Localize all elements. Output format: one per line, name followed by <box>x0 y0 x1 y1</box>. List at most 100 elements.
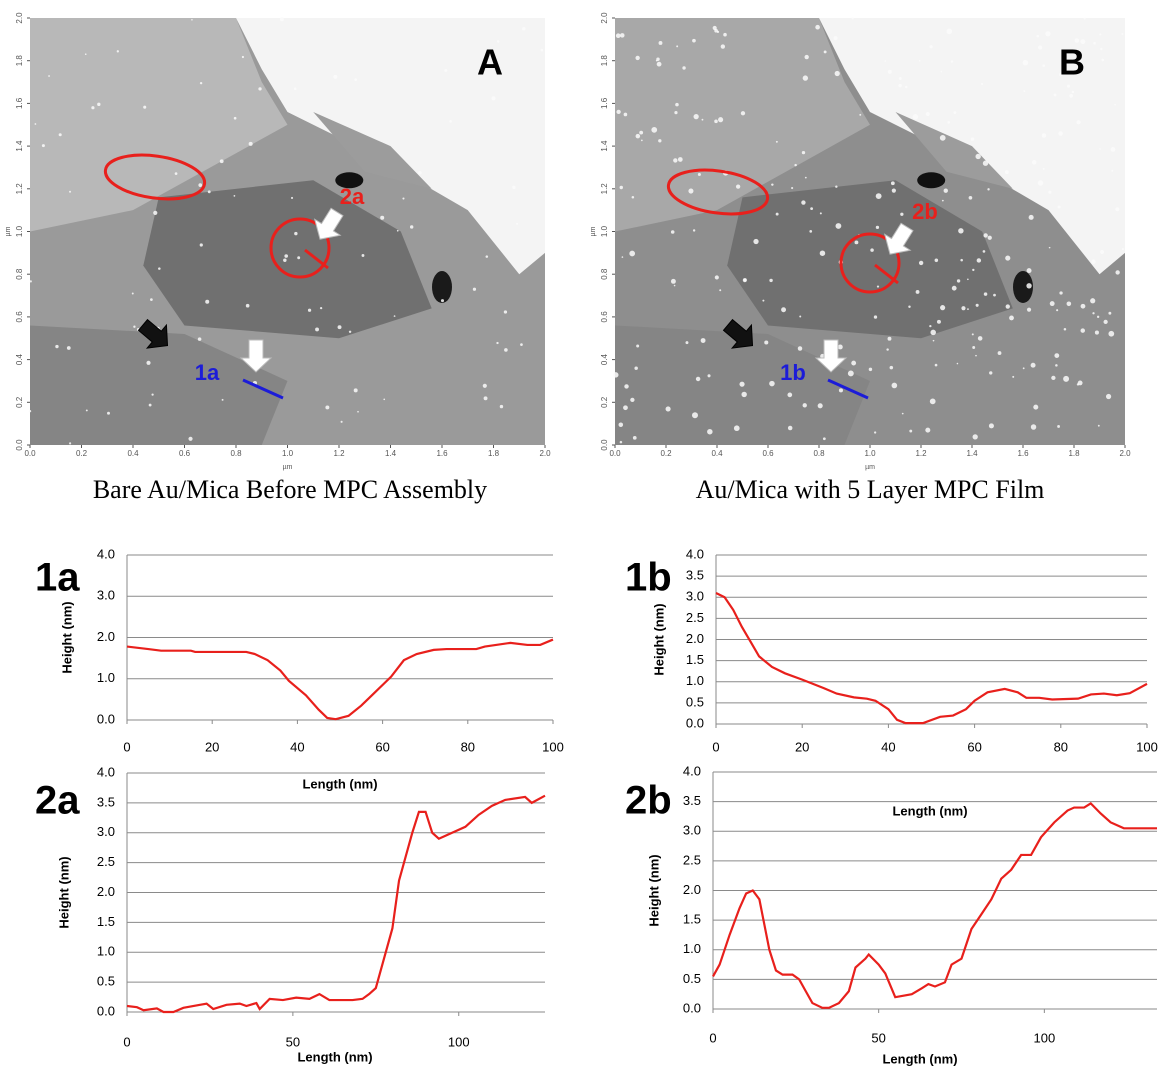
particle <box>1059 291 1063 295</box>
chart-label: 2b <box>625 779 672 823</box>
y-tick-label: 1.4 <box>15 140 24 152</box>
particle <box>348 330 352 334</box>
particle <box>716 30 720 33</box>
particle <box>987 235 992 240</box>
particle <box>929 325 932 328</box>
particle <box>993 293 996 297</box>
particle <box>504 348 508 352</box>
particle <box>1090 298 1096 304</box>
particle <box>873 315 878 319</box>
x-tick-label: 80 <box>1054 739 1068 754</box>
y-axis-label: Height (nm) <box>59 601 74 673</box>
particle <box>775 140 778 143</box>
x-tick-label: 0 <box>123 1034 130 1049</box>
particle <box>1094 330 1099 335</box>
particle <box>393 315 396 317</box>
x-tick-label: 1.0 <box>864 449 876 458</box>
particle <box>837 344 843 350</box>
particle <box>720 44 726 49</box>
particle <box>635 133 641 139</box>
y-tick-label: 1.8 <box>600 55 609 67</box>
particle <box>799 315 802 318</box>
particle <box>1066 84 1071 88</box>
particle <box>1049 301 1055 307</box>
particle <box>1108 311 1112 315</box>
particle <box>496 341 499 345</box>
particle <box>1063 327 1067 331</box>
particle <box>1022 59 1029 66</box>
y-tick-label: 2.0 <box>15 12 24 24</box>
profile-line <box>126 794 546 1014</box>
particle <box>357 410 359 413</box>
particle <box>1055 364 1058 367</box>
particle <box>968 195 973 200</box>
particle <box>629 250 636 257</box>
y-tick-label: 2.0 <box>600 12 609 24</box>
particle <box>333 74 338 79</box>
particle <box>198 183 203 187</box>
y-tick-label: 0.4 <box>600 353 609 365</box>
profile-line <box>126 638 554 721</box>
particle <box>1091 259 1096 264</box>
y-tick-label: 2.0 <box>686 631 704 646</box>
particle <box>361 254 365 257</box>
y-axis-label: µm <box>5 226 12 236</box>
particle <box>380 215 385 220</box>
x-tick-label: 0.6 <box>762 449 774 458</box>
particle <box>1030 424 1037 430</box>
particle <box>1004 170 1009 175</box>
particle <box>802 75 809 81</box>
particle <box>1080 303 1086 309</box>
y-axis-label: Height (nm) <box>56 856 71 928</box>
particle <box>107 411 110 415</box>
particle <box>1053 93 1057 97</box>
particle <box>1005 304 1010 309</box>
particle <box>290 196 294 200</box>
particle <box>712 25 717 31</box>
particle <box>199 81 203 85</box>
x-tick-label: 0 <box>123 739 130 754</box>
particle <box>444 68 448 72</box>
particle <box>396 229 399 232</box>
x-axis-label: µm <box>865 464 875 471</box>
y-tick-label: 3.0 <box>97 588 115 603</box>
particle <box>743 278 747 282</box>
particle <box>815 24 820 30</box>
x-tick-label: 100 <box>448 1034 470 1049</box>
particle <box>695 376 701 382</box>
particle <box>987 188 990 191</box>
y-tick-label: 4.0 <box>97 764 115 779</box>
particle <box>148 403 152 407</box>
x-tick-label: 100 <box>1033 1030 1055 1045</box>
particle <box>133 325 136 328</box>
particle <box>932 339 935 342</box>
particle <box>781 307 787 313</box>
annotation: 2a <box>340 184 365 209</box>
particle <box>787 392 793 398</box>
particle <box>677 157 683 162</box>
particle <box>900 212 904 216</box>
particle <box>499 404 504 409</box>
particle <box>66 346 71 350</box>
highlight-circle <box>269 217 331 279</box>
particle <box>58 133 62 137</box>
particle <box>116 50 119 53</box>
particle <box>1115 207 1120 212</box>
y-tick-label: 0.8 <box>15 268 24 280</box>
particle <box>692 229 696 232</box>
particle <box>354 78 358 81</box>
x-tick-label: 1.4 <box>385 449 397 458</box>
particle <box>834 70 840 77</box>
terrace <box>30 325 288 445</box>
particle <box>898 83 902 88</box>
particle <box>929 398 936 405</box>
particle <box>891 188 896 193</box>
y-tick-label: 1.0 <box>600 225 609 237</box>
particle <box>1048 246 1051 249</box>
particle <box>697 173 701 177</box>
particle <box>409 225 414 229</box>
particle <box>1026 268 1032 274</box>
particle <box>1051 375 1056 381</box>
particle <box>838 388 843 393</box>
profile-line <box>874 263 899 285</box>
